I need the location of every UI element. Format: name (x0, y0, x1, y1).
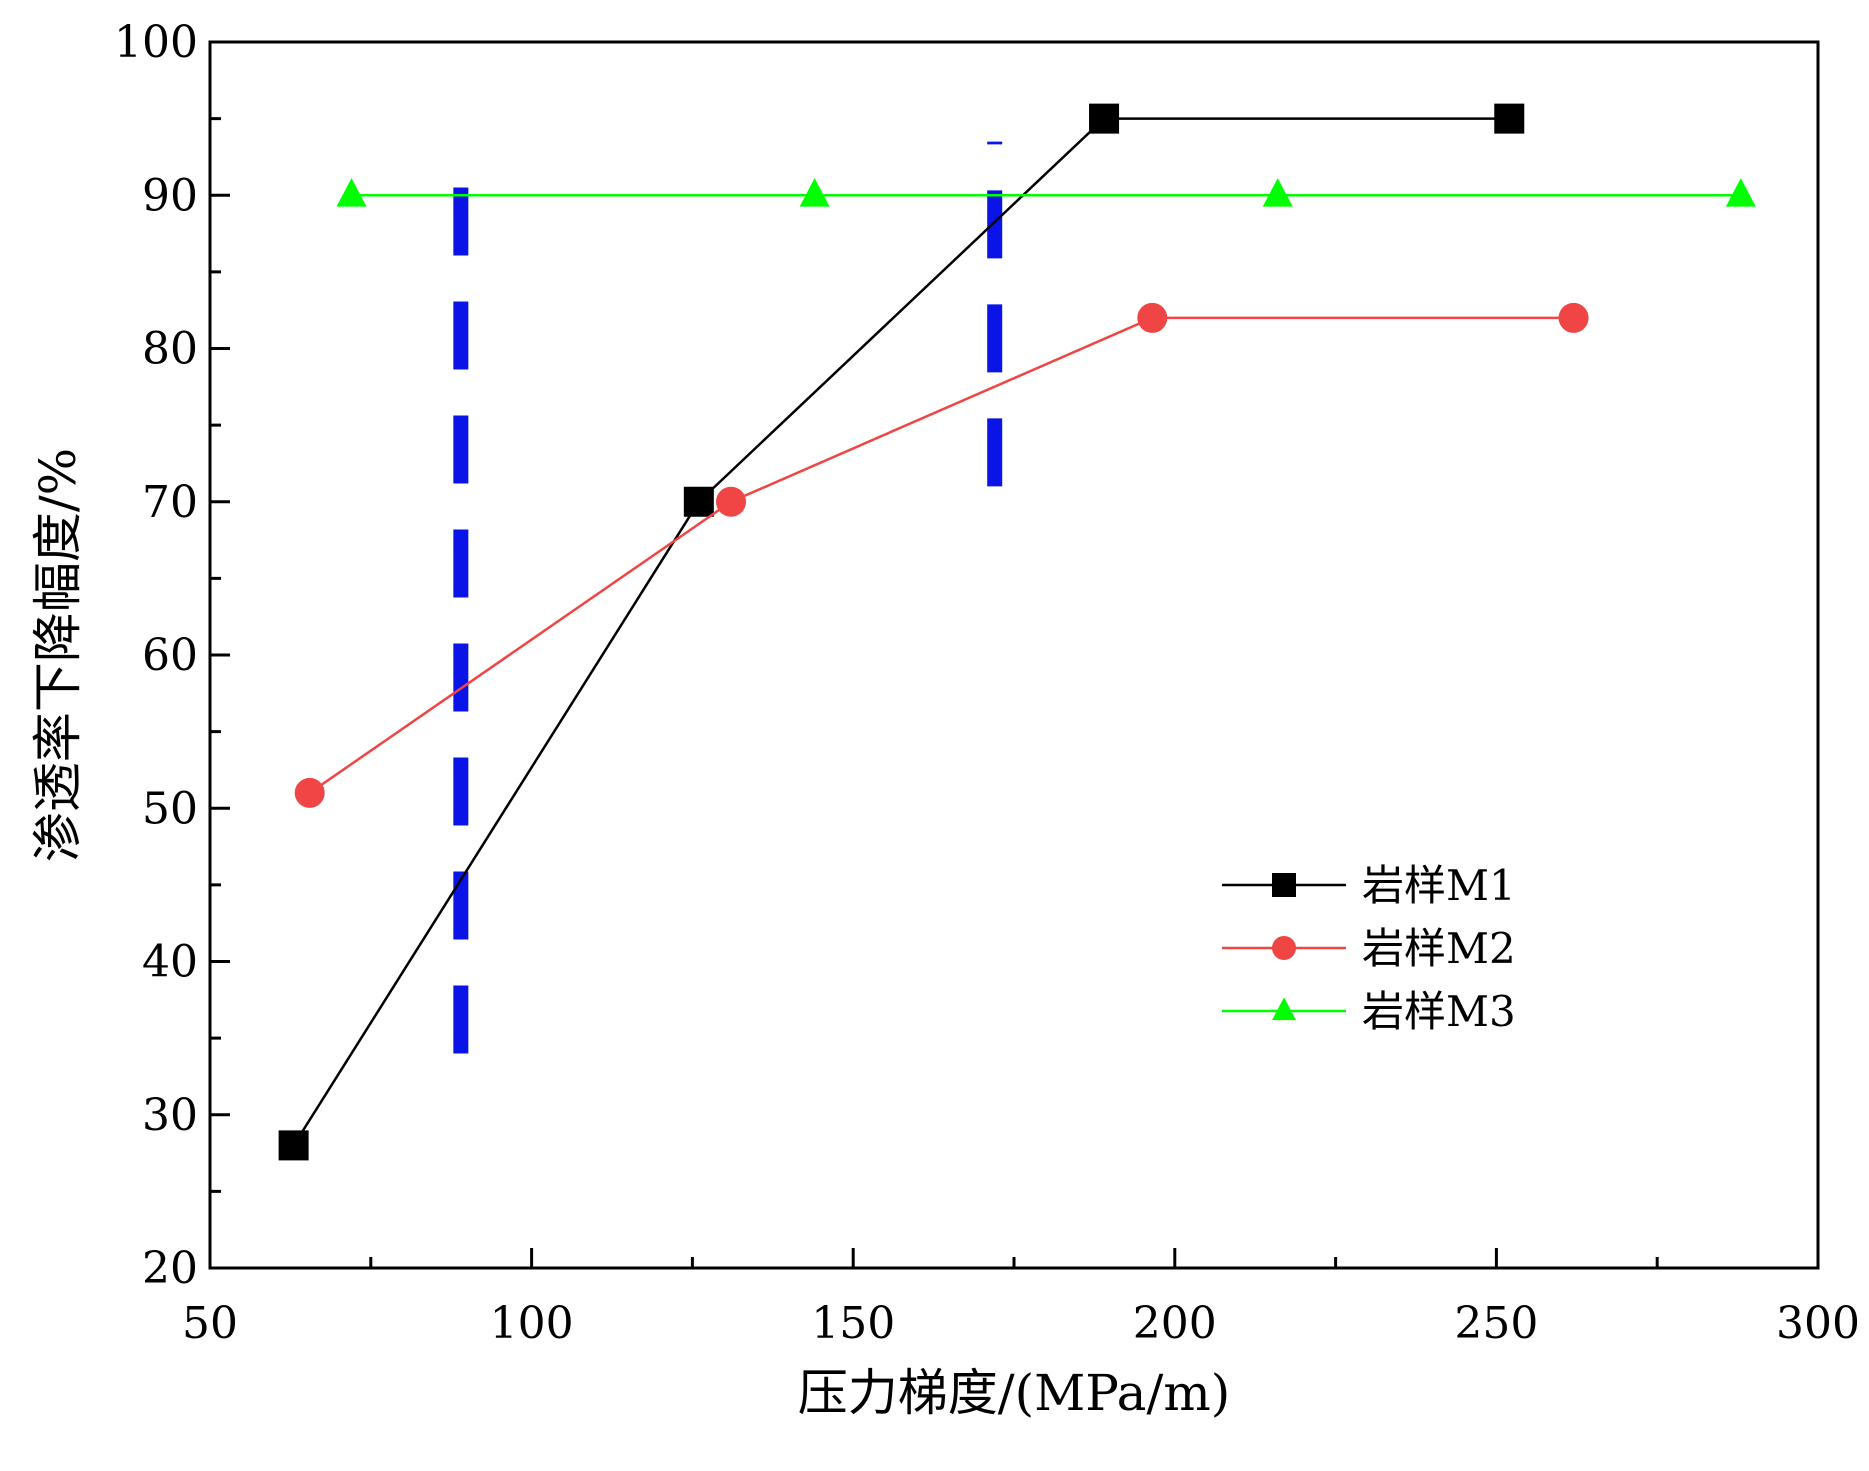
legend-label: 岩样M3 (1362, 987, 1516, 1036)
reference-lines (453, 141, 1003, 1054)
legend-item: 岩样M3 (1222, 987, 1516, 1036)
x-tick-label: 150 (811, 1298, 895, 1349)
circle-marker (294, 777, 325, 808)
legend: 岩样M1 岩样M2 岩样M3 (1222, 861, 1516, 1036)
y-tick-label: 30 (142, 1090, 198, 1141)
square-marker (1494, 103, 1525, 134)
square-marker (1272, 873, 1296, 897)
square-marker (278, 1130, 309, 1161)
y-tick-label: 70 (142, 477, 198, 528)
legend-item: 岩样M1 (1222, 861, 1516, 910)
x-tick-label: 300 (1776, 1298, 1860, 1349)
x-tick-label: 200 (1133, 1298, 1217, 1349)
series-1 (278, 103, 1525, 1161)
x-tick-label: 100 (490, 1298, 574, 1349)
series-line (308, 316, 1574, 794)
axis-ticks: 50 100 150 200 250 300 20 30 40 50 60 70 80 90 100 (114, 17, 1860, 1349)
y-tick-label: 20 (142, 1243, 198, 1294)
y-tick-label: 40 (142, 937, 198, 988)
legend-item: 岩样M2 (1222, 924, 1516, 973)
y-tick-label: 50 (142, 783, 198, 834)
plot-frame (208, 40, 1820, 1270)
y-tick-label: 100 (114, 17, 198, 68)
series-line (292, 117, 1510, 1147)
triangle-marker (799, 178, 830, 207)
x-tick-label: 50 (182, 1298, 238, 1349)
triangle-marker (1725, 178, 1756, 207)
x-axis-title: 压力梯度/(MPa/m) (798, 1364, 1231, 1422)
legend-label: 岩样M2 (1362, 924, 1516, 973)
series-layer (278, 103, 1756, 1161)
triangle-marker (336, 178, 367, 207)
series-2 (294, 302, 1589, 808)
series-3 (336, 178, 1756, 207)
x-tick-label: 250 (1454, 1298, 1538, 1349)
square-marker (1089, 103, 1120, 134)
y-tick-label: 80 (142, 324, 198, 375)
circle-marker (1272, 936, 1296, 960)
triangle-marker (1272, 997, 1296, 1021)
y-tick-label: 60 (142, 630, 198, 681)
circle-marker (1558, 302, 1589, 333)
triangle-marker (1262, 178, 1293, 207)
circle-marker (715, 486, 746, 517)
circle-marker (1137, 302, 1168, 333)
square-marker (683, 486, 714, 517)
y-tick-label: 90 (142, 170, 198, 221)
legend-label: 岩样M1 (1362, 861, 1516, 910)
y-axis-title: 渗透率下降幅度/% (29, 448, 87, 862)
